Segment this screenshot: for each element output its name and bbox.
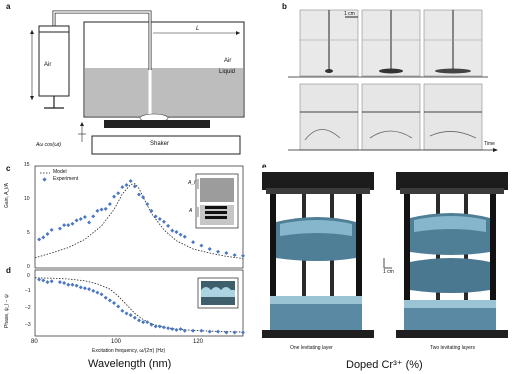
panel-c-experiment-point — [99, 207, 104, 212]
panel-c-experiment-point — [182, 234, 187, 239]
panel-d-experiment-point — [74, 283, 79, 288]
panel-c-experiment-point — [170, 228, 175, 233]
legend-model-label: Model — [53, 169, 67, 175]
panel-d-frame — [34, 269, 244, 337]
panel-d-xlabel: Excitation frequency, ω/(2π) (Hz) — [92, 348, 166, 354]
panel-c-experiment-point — [166, 223, 171, 228]
panel-c-experiment-point — [87, 220, 92, 225]
panel-c-ytick-5: 5 — [27, 230, 30, 236]
panel-c-experiment-point — [70, 221, 75, 226]
panel-d-experiment-point — [124, 311, 129, 316]
panel-e-label: e — [262, 162, 267, 171]
panel-c-experiment-point — [120, 185, 125, 190]
panel-c-experiment-point — [224, 251, 229, 256]
panel-d-experiment-point — [128, 313, 133, 318]
panel-e-caption-right: Two levitating layers — [430, 345, 476, 351]
panel-d-label: d — [6, 266, 11, 275]
panel-d-experiment-point — [199, 328, 204, 333]
panel-b-scale-label: 1 cm — [344, 11, 355, 17]
panel-c-experiment-point — [95, 208, 100, 213]
panel-c-experiment-point — [132, 184, 137, 189]
panel-d-experiment-point — [132, 315, 137, 320]
syringe-air-label: Air — [44, 62, 52, 68]
panel-d-ytick-2: −2 — [25, 305, 31, 311]
panel-c-experiment-point — [157, 217, 162, 222]
legend-experiment-swatch — [42, 177, 47, 182]
panel-c-experiment-point — [91, 214, 96, 219]
panel-c-ytick-10: 10 — [24, 196, 30, 202]
panel-c-experiment-point — [216, 249, 221, 254]
panel-b-time-label: Time — [484, 141, 495, 147]
panel-c-ytick-0: 0 — [27, 264, 30, 270]
panel-c-frame — [34, 165, 244, 269]
panel-c-experiment-point — [107, 202, 112, 207]
panel-d-experiment-point — [107, 298, 112, 303]
panel-d-experiment-point — [37, 277, 42, 282]
overlay-wavelength-label: Wavelength (nm) — [88, 358, 172, 370]
panel-d-experiment-point — [99, 292, 104, 297]
panel-c-experiment-point — [207, 246, 212, 251]
panel-d-xtick-100: 100 — [111, 339, 122, 345]
panel-e-caption-left: One levitating layer — [290, 345, 333, 351]
panel-c-experiment-point — [141, 195, 146, 200]
panel-d-ytick-1: −1 — [25, 288, 31, 294]
tank-length-label: L — [196, 26, 200, 32]
panel-c-experiment-point — [178, 232, 183, 237]
panel-d-ytick-3: −3 — [25, 322, 31, 328]
panel-c-experiment-point — [112, 194, 117, 199]
panel-c-experiment-point — [74, 218, 79, 223]
panel-c-model-line — [34, 183, 244, 259]
shaker-label: Shaker — [150, 141, 170, 147]
panel-c-experiment-point — [153, 214, 158, 219]
tank-air-label: Air — [224, 58, 232, 64]
panel-d-experiment-point — [137, 318, 141, 323]
panel-d-experiment-point — [207, 329, 212, 334]
panel-c-experiment-point — [241, 253, 245, 258]
panel-c-experiment-point — [232, 253, 237, 258]
panel-c-experiment-point — [145, 202, 150, 207]
panel-c-experiment-point — [66, 223, 71, 228]
panel-e-scale-label: 1 cm — [383, 269, 394, 275]
panel-d-experiment-point — [182, 328, 187, 333]
inset-al-label: A_l — [188, 180, 196, 186]
panel-c-experiment-point — [78, 217, 83, 222]
panel-c-experiment-point — [161, 219, 166, 224]
panel-c-experiment-point — [199, 243, 204, 248]
panel-d-experiment-point — [224, 330, 229, 335]
panel-c-experiment-point — [82, 215, 87, 219]
panel-d-xtick-120: 120 — [193, 339, 204, 345]
panel-d-experiment-point — [232, 330, 237, 335]
panel-d-model-line — [34, 277, 244, 333]
panel-d-ytick-0: 0 — [27, 273, 30, 279]
panel-c-experiment-point — [191, 240, 196, 245]
panel-c-experiment-point — [149, 208, 154, 213]
panel-a-label: a — [6, 2, 11, 11]
inset-a-label: A — [189, 208, 193, 214]
panel-c-experiment-point — [103, 206, 108, 211]
panel-d-experiment-point — [241, 330, 245, 335]
panel-c-experiment-point — [174, 229, 179, 234]
panel-d-xtick-80: 80 — [31, 339, 38, 345]
panel-c-label: c — [6, 164, 11, 173]
forcing-label: Aω cos(ωt) — [36, 142, 62, 148]
tank-liquid-label: Liquid — [219, 69, 236, 75]
panel-c-experiment-point — [128, 178, 133, 183]
panel-d-experiment-point — [170, 327, 175, 332]
panel-b-label: b — [282, 2, 287, 11]
panel-d-experiment-point — [216, 329, 221, 334]
panel-d-experiment-point — [153, 324, 158, 329]
panel-c-experiment-point — [137, 192, 141, 197]
panel-d-experiment-point — [166, 326, 171, 331]
panel-d-experiment-point — [116, 304, 121, 309]
panel-d-experiment-point — [149, 322, 154, 327]
overlay-doped-label: Doped Cr³⁺ (%) — [346, 359, 423, 371]
panel-c-ytick-15: 15 — [24, 162, 30, 168]
legend-experiment-label: Experiment — [53, 176, 79, 182]
